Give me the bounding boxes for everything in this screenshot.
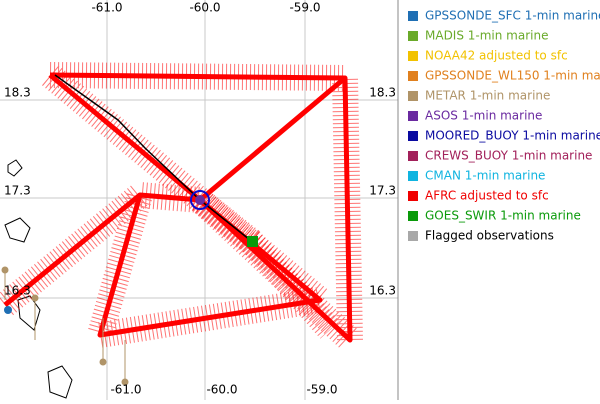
island bbox=[47, 365, 73, 399]
lon-label: -61.0 bbox=[110, 383, 141, 397]
storm-track bbox=[54, 74, 251, 241]
island bbox=[17, 295, 41, 331]
legend-label: NOAA42 adjusted to sfc bbox=[425, 49, 568, 63]
legend-swatch bbox=[408, 211, 418, 221]
island bbox=[7, 159, 23, 177]
legend-swatch bbox=[408, 151, 418, 161]
legend-swatch bbox=[408, 51, 418, 61]
metar-stations bbox=[1, 266, 129, 386]
storm-center bbox=[190, 190, 210, 210]
lon-label: -59.0 bbox=[289, 1, 320, 15]
lat-label: 18.3 bbox=[369, 86, 396, 100]
lat-label: 16.3 bbox=[4, 284, 31, 298]
legend-label: MADIS 1-min marine bbox=[425, 29, 548, 43]
legend-label: MOORED_BUOY 1-min marine bbox=[425, 129, 600, 143]
legend-label: CMAN 1-min marine bbox=[425, 169, 545, 183]
legend-swatch bbox=[408, 171, 418, 181]
legend-label: GPSSONDE_SFC 1-min marine bbox=[425, 9, 600, 23]
lon-label: -61.0 bbox=[91, 1, 122, 15]
legend-label: GPSSONDE_WL150 1-min mar bbox=[425, 69, 600, 83]
legend-swatch bbox=[408, 71, 418, 81]
lon-label: -60.0 bbox=[206, 383, 237, 397]
lon-label: -59.0 bbox=[306, 383, 337, 397]
lat-label: 17.3 bbox=[369, 184, 396, 198]
legend-swatch bbox=[408, 111, 418, 121]
station-marker bbox=[4, 306, 12, 314]
legend-label: Flagged observations bbox=[425, 229, 554, 243]
station-marker bbox=[247, 236, 258, 247]
storm-center bbox=[195, 195, 205, 205]
legend-swatch bbox=[408, 231, 418, 241]
map: -61.0 -60.0 -59.0 -61.0 -60.0 -59.0 18.3… bbox=[0, 0, 399, 400]
legend-label: CREWS_BUOY 1-min marine bbox=[425, 149, 592, 163]
legend-swatch bbox=[408, 31, 418, 41]
lat-label: 18.3 bbox=[4, 86, 31, 100]
legend-label: METAR 1-min marine bbox=[425, 89, 550, 103]
legend-swatch bbox=[408, 11, 418, 21]
legend-swatch bbox=[408, 191, 418, 201]
legend-label: AFRC adjusted to sfc bbox=[425, 189, 549, 203]
legend-label: GOES_SWIR 1-min marine bbox=[425, 209, 581, 223]
legend-swatch bbox=[408, 91, 418, 101]
island bbox=[4, 217, 31, 243]
legend: GPSSONDE_SFC 1-min marine MADIS 1-min mar… bbox=[408, 9, 600, 243]
legend-label: ASOS 1-min marine bbox=[425, 109, 542, 123]
lat-label: 16.3 bbox=[369, 284, 396, 298]
legend-swatch bbox=[408, 131, 418, 141]
lat-label: 17.3 bbox=[4, 184, 31, 198]
lon-label: -60.0 bbox=[189, 1, 220, 15]
flight-track bbox=[3, 72, 353, 343]
